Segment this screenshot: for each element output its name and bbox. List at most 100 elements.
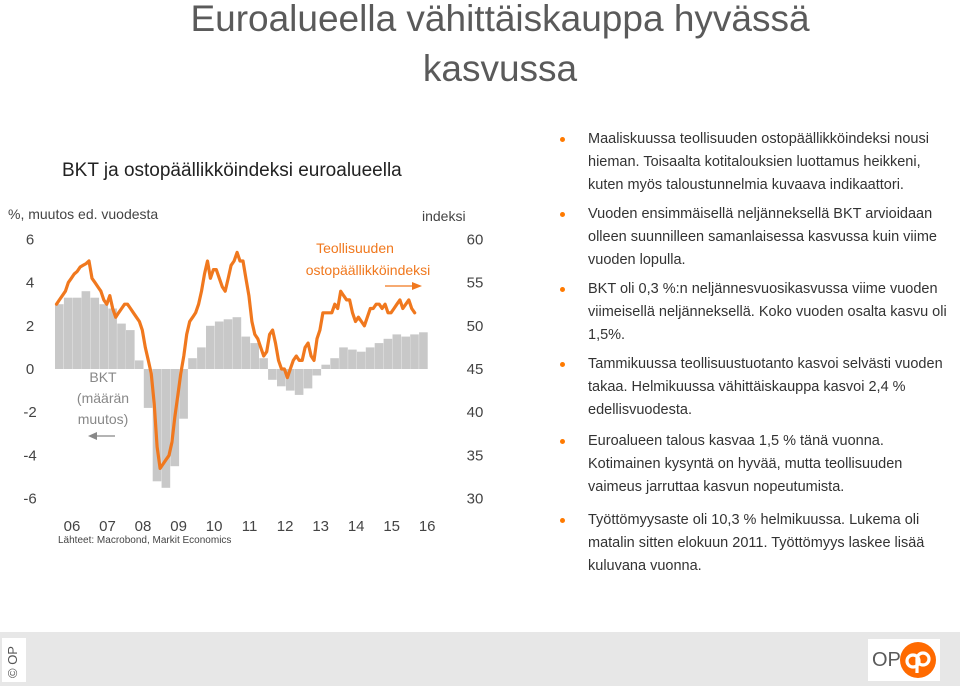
- pmi-label-line1: Teollisuuden: [316, 240, 394, 256]
- left-axis-tick-label: -4: [23, 447, 36, 464]
- left-axis-caption: %, muutos ed. vuodesta: [8, 206, 159, 222]
- gdp-bar: [143, 369, 153, 408]
- x-axis-tick-label: 09: [170, 518, 187, 535]
- chart-title: BKT ja ostopäällikköindeksi euroalueella: [62, 160, 402, 181]
- gdp-bar: [419, 332, 428, 369]
- left-axis-tick-label: 4: [26, 275, 34, 292]
- x-axis-tick-label: 15: [383, 518, 400, 535]
- bullet-item: Tammikuussa teollisuustuotanto kasvoi se…: [560, 353, 955, 422]
- gdp-bar: [277, 369, 286, 387]
- gdp-bar: [55, 304, 64, 369]
- bullet-item: Maaliskuussa teollisuuden ostopäällikköi…: [560, 128, 955, 197]
- x-axis-ticks: 06 07 08 09 10 11 12 13 14 15 16: [64, 518, 436, 535]
- bullet-text: Euroalueen talous kasvaa 1,5 % tänä vuon…: [588, 433, 903, 495]
- gdp-label-group: BKT (määrän muutos): [77, 369, 129, 440]
- bullet-dot-icon: [560, 212, 565, 217]
- pmi-arrow-head: [412, 282, 422, 290]
- right-axis-tick-label: 30: [467, 491, 484, 508]
- gdp-bar: [401, 336, 410, 369]
- gdp-bar: [374, 343, 384, 369]
- gdp-bar: [321, 364, 330, 369]
- gdp-bar: [179, 369, 188, 419]
- gdp-bar: [339, 347, 348, 369]
- gdp-bar: [232, 317, 242, 369]
- gdp-label-line1: BKT: [89, 369, 117, 385]
- x-axis-tick-label: 06: [64, 518, 81, 535]
- gdp-bar: [330, 358, 339, 369]
- left-axis-tick-label: 0: [26, 361, 34, 378]
- gdp-bar: [294, 369, 304, 395]
- x-axis-tick-label: 16: [419, 518, 436, 535]
- gdp-bar: [392, 334, 402, 369]
- gdp-bar: [126, 330, 135, 369]
- pmi-label-group: Teollisuuden ostopäällikköindeksi: [306, 240, 430, 290]
- gdp-bar: [81, 291, 91, 369]
- gdp-bar: [268, 369, 277, 380]
- gdp-bar: [285, 369, 295, 391]
- gdp-bar: [259, 358, 268, 369]
- bullet-list: Maaliskuussa teollisuuden ostopäällikköi…: [560, 128, 955, 578]
- gdp-bar: [383, 338, 393, 369]
- footer-bar: © OP: [0, 632, 960, 686]
- x-axis-tick-label: 13: [312, 518, 329, 535]
- x-axis-tick-label: 10: [206, 518, 223, 535]
- bullet-dot-icon: [560, 518, 565, 523]
- gdp-bar: [250, 343, 259, 369]
- gdp-bar: [312, 369, 322, 376]
- gdp-bar: [161, 369, 171, 488]
- gdp-bar: [348, 349, 357, 369]
- x-axis-tick-label: 14: [348, 518, 365, 535]
- gdp-bar: [410, 334, 419, 369]
- x-axis-tick-label: 07: [99, 518, 116, 535]
- x-axis-tick-label: 11: [242, 518, 258, 535]
- chart-source: Lähteet: Macrobond, Markit Economics: [58, 535, 232, 546]
- left-axis-tick-label: 2: [26, 318, 34, 335]
- right-axis-tick-label: 35: [467, 447, 484, 464]
- gdp-bar: [365, 347, 375, 369]
- gdp-bar: [108, 308, 117, 369]
- gdp-label-line3: muutos): [78, 411, 129, 427]
- right-axis-tick-label: 40: [467, 404, 484, 421]
- gdp-bar: [241, 336, 251, 369]
- gdp-arrow-head: [88, 432, 97, 440]
- gdp-bar: [117, 323, 126, 369]
- x-axis-tick-label: 12: [277, 518, 294, 535]
- copyright-box: © OP: [2, 638, 26, 682]
- bullet-dot-icon: [560, 137, 565, 142]
- gdp-bar: [90, 297, 100, 369]
- left-axis-ticks: 6 4 2 0 -2 -4 -6: [23, 231, 36, 507]
- gdp-bars: [55, 291, 428, 488]
- pmi-line-group: [54, 250, 417, 470]
- bullet-dot-icon: [560, 439, 565, 444]
- right-axis-ticks: 60 55 50 45 40 35 30: [467, 231, 484, 507]
- bullet-text: Työttömyysaste oli 10,3 % helmikuussa. L…: [588, 512, 925, 574]
- gdp-bar: [223, 319, 233, 369]
- pmi-line: [54, 250, 417, 470]
- gdp-bar: [206, 325, 215, 369]
- logo-text: OP: [872, 649, 901, 671]
- x-axis-tick-label: 08: [135, 518, 152, 535]
- chart-svg: 6 4 2 0 -2 -4 -6 60 55 50 45 40 35 30 06 07 08 09 10 11 12…: [23, 231, 484, 535]
- gdp-bar: [72, 297, 82, 369]
- bullet-item: Vuoden ensimmäisellä neljänneksellä BKT …: [560, 203, 955, 272]
- bullet-item: Työttömyysaste oli 10,3 % helmikuussa. L…: [560, 509, 955, 578]
- gdp-bar: [214, 321, 224, 369]
- bullet-text: Maaliskuussa teollisuuden ostopäällikköi…: [588, 131, 929, 193]
- gdp-bar: [357, 351, 366, 369]
- gdp-bar: [63, 297, 73, 369]
- bullet-text: BKT oli 0,3 %:n neljännesvuosikasvussa v…: [588, 281, 947, 343]
- bullet-text: Tammikuussa teollisuustuotanto kasvoi se…: [588, 356, 943, 418]
- right-axis-caption: indeksi: [422, 208, 466, 224]
- bullet-dot-icon: [560, 287, 565, 292]
- logo-mark-icon: [900, 642, 936, 678]
- left-axis-tick-label: -2: [23, 404, 36, 421]
- bullet-item: BKT oli 0,3 %:n neljännesvuosikasvussa v…: [560, 278, 955, 347]
- right-axis-tick-label: 60: [467, 231, 484, 248]
- slide-title: Euroalueella vähittäiskauppa hyvässä kas…: [190, 0, 810, 89]
- bullet-text: Vuoden ensimmäisellä neljänneksellä BKT …: [588, 206, 937, 268]
- gdp-bar: [188, 358, 197, 369]
- right-axis-tick-label: 55: [467, 275, 484, 292]
- right-axis-tick-label: 45: [467, 361, 484, 378]
- bullet-dot-icon: [560, 362, 565, 367]
- logo-mark-glyph: [905, 651, 931, 673]
